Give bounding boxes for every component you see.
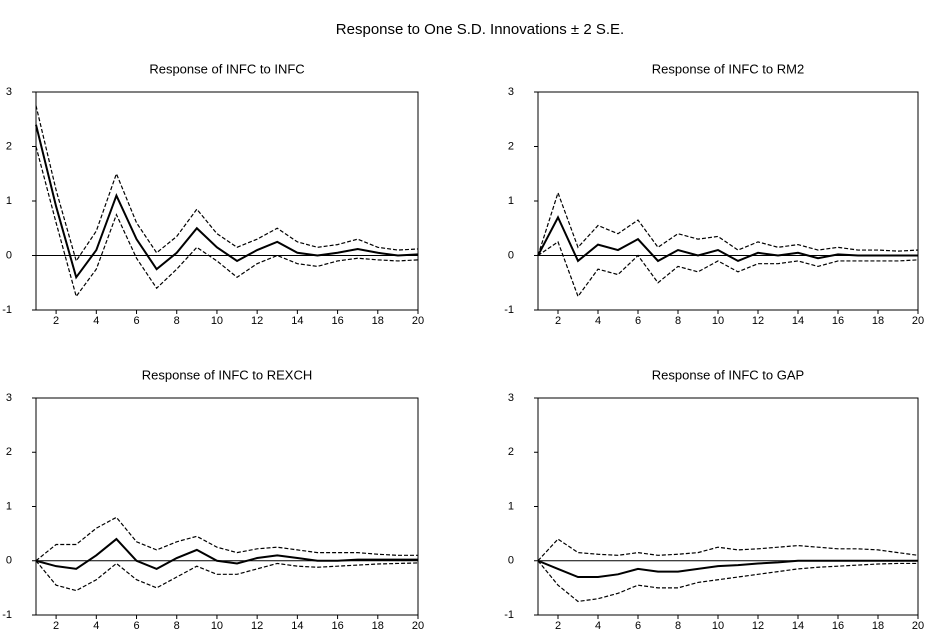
x-tick-label: 14 xyxy=(792,315,804,327)
x-tick-label: 14 xyxy=(291,315,303,327)
y-tick-label: 0 xyxy=(6,249,12,261)
x-tick-label: 6 xyxy=(635,620,641,630)
chart-title: Response to One S.D. Innovations ± 2 S.E… xyxy=(336,21,624,38)
x-tick-label: 8 xyxy=(174,620,180,630)
plot-frame xyxy=(537,91,919,311)
x-tick-label: 20 xyxy=(912,620,924,630)
x-tick-label: 2 xyxy=(53,315,59,327)
x-tick-label: 16 xyxy=(832,315,844,327)
y-tick-label: 3 xyxy=(6,86,12,98)
plot-frame xyxy=(35,91,419,311)
x-tick-label: 12 xyxy=(251,620,263,630)
x-tick-label: 8 xyxy=(675,315,681,327)
y-tick-label: -1 xyxy=(504,609,514,621)
series-line xyxy=(537,560,918,603)
y-tick-label: -1 xyxy=(2,304,12,316)
x-tick-label: 4 xyxy=(595,315,601,327)
y-tick-label: 0 xyxy=(508,555,514,567)
y-tick-label: 2 xyxy=(6,140,12,152)
y-tick-label: 2 xyxy=(508,140,514,152)
y-tick-label: 1 xyxy=(508,500,514,512)
x-tick-label: 2 xyxy=(53,620,59,630)
series-line xyxy=(35,560,419,592)
x-tick-label: 14 xyxy=(792,620,804,630)
x-tick-label: 6 xyxy=(133,620,139,630)
y-tick-label: 1 xyxy=(6,500,12,512)
panel-title: Response of INFC to REXCH xyxy=(142,367,313,382)
series-line xyxy=(35,105,419,263)
panel-title: Response of INFC to RM2 xyxy=(652,61,804,76)
x-tick-label: 6 xyxy=(133,315,139,327)
series-line xyxy=(537,215,918,263)
x-tick-label: 12 xyxy=(752,315,764,327)
series-line xyxy=(35,537,418,570)
x-tick-label: 12 xyxy=(251,315,263,327)
x-tick-label: 10 xyxy=(712,315,724,327)
x-tick-label: 18 xyxy=(872,315,884,327)
y-tick-label: 0 xyxy=(6,555,12,567)
panel-title: Response of INFC to INFC xyxy=(149,61,304,76)
x-tick-label: 18 xyxy=(372,620,384,630)
x-tick-label: 20 xyxy=(912,315,924,327)
x-tick-label: 16 xyxy=(331,315,343,327)
y-tick-label: 3 xyxy=(508,392,514,404)
series-line xyxy=(537,240,919,298)
plot-frame xyxy=(537,397,919,616)
x-tick-label: 8 xyxy=(675,620,681,630)
x-tick-label: 4 xyxy=(93,315,99,327)
x-tick-label: 8 xyxy=(174,315,180,327)
series-line xyxy=(537,538,919,562)
series-line xyxy=(537,190,919,256)
x-tick-label: 16 xyxy=(331,620,343,630)
series-line xyxy=(35,146,419,298)
x-tick-label: 10 xyxy=(211,620,223,630)
x-tick-label: 4 xyxy=(595,620,601,630)
plot-frame xyxy=(35,397,419,616)
y-tick-label: -1 xyxy=(2,609,12,621)
x-tick-label: 2 xyxy=(555,620,561,630)
x-tick-label: 20 xyxy=(412,620,424,630)
series-line xyxy=(35,516,418,562)
y-tick-label: 0 xyxy=(508,249,514,261)
x-tick-label: 12 xyxy=(752,620,764,630)
y-tick-label: 2 xyxy=(6,446,12,458)
x-tick-label: 16 xyxy=(832,620,844,630)
y-tick-label: 2 xyxy=(508,446,514,458)
series-line xyxy=(537,559,918,579)
y-tick-label: 1 xyxy=(508,195,514,207)
x-tick-label: 10 xyxy=(211,315,223,327)
panel-title: Response of INFC to GAP xyxy=(652,367,804,382)
x-tick-label: 10 xyxy=(712,620,724,630)
y-tick-label: 1 xyxy=(6,195,12,207)
y-tick-label: 3 xyxy=(6,392,12,404)
y-tick-label: -1 xyxy=(504,304,514,316)
x-tick-label: 6 xyxy=(635,315,641,327)
x-tick-label: 18 xyxy=(372,315,384,327)
x-tick-label: 2 xyxy=(555,315,561,327)
x-tick-label: 4 xyxy=(93,620,99,630)
y-tick-label: 3 xyxy=(508,86,514,98)
x-tick-label: 18 xyxy=(872,620,884,630)
x-tick-label: 20 xyxy=(412,315,424,327)
x-tick-label: 14 xyxy=(291,620,303,630)
series-line xyxy=(35,124,419,280)
